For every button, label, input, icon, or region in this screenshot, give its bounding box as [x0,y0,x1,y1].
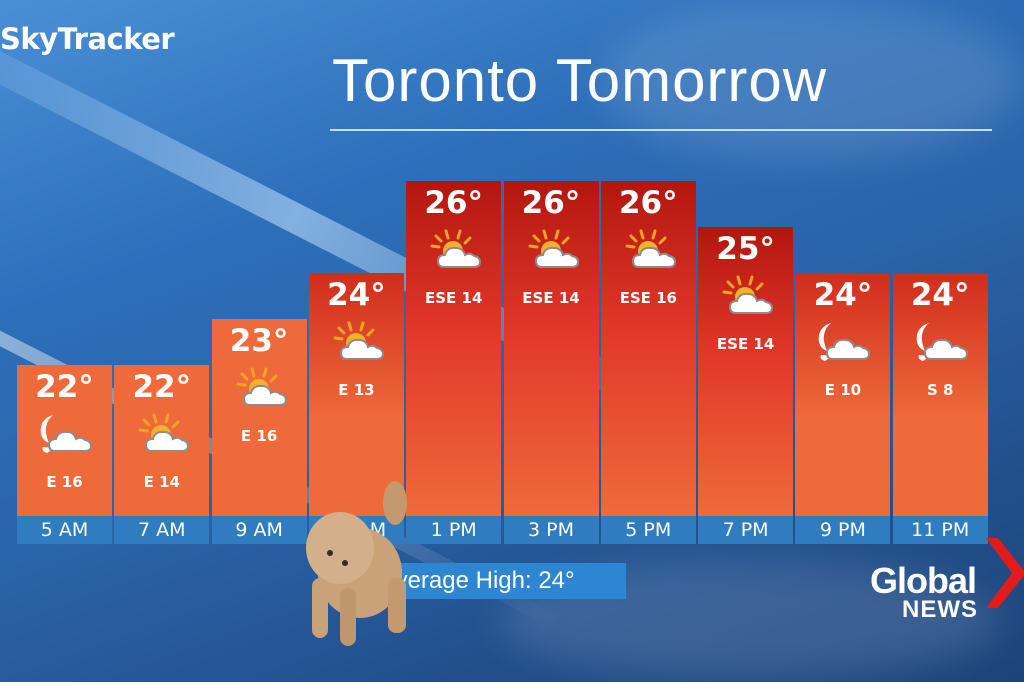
bar-fill [308,273,404,516]
wind-label: E 10 [824,381,862,399]
bar-fill [503,181,599,516]
wind-label: E 13 [338,381,375,399]
bar-fill [795,273,891,516]
forecast-bar: 25° ESE 14 7 PM [698,227,794,544]
bar-fill [211,319,307,516]
bar-fill [698,227,794,516]
wind-label: E 16 [46,473,83,491]
time-label: 7 AM [114,516,210,544]
temperature-label: 24° [813,277,873,313]
time-label: 11 PM [892,516,988,544]
temperature-label: 22° [132,369,192,405]
sun-cloud-icon [234,367,290,409]
temperature-label: 26° [424,185,483,221]
wind-label: ESE 16 [619,289,677,307]
logo-chevron-icon [986,538,1024,608]
time-label: 5 PM [600,516,696,544]
temperature-label: 25° [716,231,775,267]
forecast-bar: 24° S 8 11 PM [892,273,988,544]
background-cloud [600,0,1020,160]
bar-fill [892,273,988,516]
forecast-bar: 23° E 16 9 AM [211,319,307,544]
temperature-label: 22° [35,369,94,405]
wind-label: ESE 14 [522,289,580,307]
temperature-label: 26° [521,185,581,221]
forecast-bar: 26° ESE 14 3 PM [503,181,599,544]
page-title: Toronto Tomorrow [332,47,828,114]
forecast-bar: 26° ESE 16 5 PM [600,181,696,544]
title-divider [330,129,992,131]
wind-label: E 16 [240,427,278,445]
bar-fill [600,181,696,516]
wind-label: ESE 14 [716,335,775,353]
sun-cloud-icon [623,229,679,271]
moon-cloud-icon [39,413,95,455]
global-news-logo: Global NEWS [870,538,1024,623]
temperature-label: 23° [229,323,289,359]
sun-cloud-icon [428,229,484,271]
time-label: 5 AM [17,516,112,544]
average-high-label: Average High: 24° [370,563,626,599]
forecast-bar: 22° E 16 5 AM [17,365,112,544]
time-label: 7 PM [698,516,794,544]
temperature-label: 24° [910,277,970,313]
wind-label: S 8 [926,381,954,399]
sun-cloud-icon [720,275,776,317]
moon-cloud-icon [817,321,873,363]
dog-image [306,481,407,646]
logo-text-news: NEWS [902,596,978,623]
sun-cloud-icon [331,321,387,363]
wind-label: E 14 [143,473,180,491]
temperature-label: 26° [618,185,678,221]
time-label: 1 PM [406,516,502,544]
logo-text-global: Global [870,560,977,601]
sun-cloud-icon [526,229,582,271]
forecast-bar: 26° ESE 14 1 PM [406,181,502,544]
brand-logo: SkyTracker [0,22,175,56]
forecast-bar: 24° E 10 9 PM [795,273,891,544]
time-label: 3 PM [503,516,599,544]
temperature-label: 24° [327,277,386,313]
forecast-bar: 22° E 14 7 AM [114,365,210,544]
time-label: 9 PM [795,516,891,544]
bar-fill [406,181,502,516]
sun-cloud-icon [136,413,192,455]
wind-label: ESE 14 [424,289,483,307]
time-label: 9 AM [211,516,307,544]
moon-cloud-icon [915,321,971,363]
